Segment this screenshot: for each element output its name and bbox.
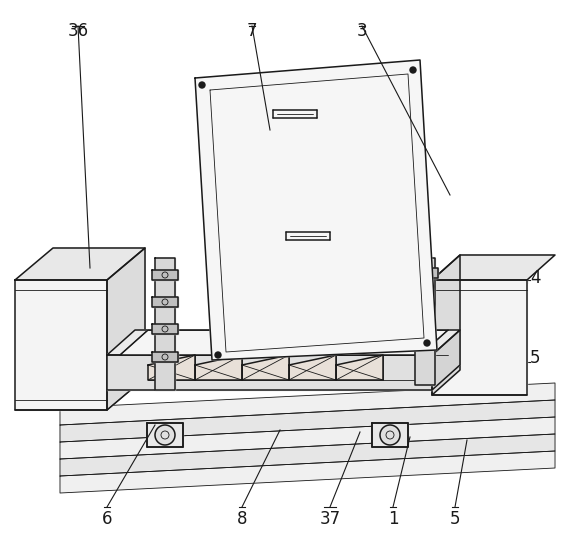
Text: 37: 37 xyxy=(319,510,340,528)
Polygon shape xyxy=(415,258,435,385)
Polygon shape xyxy=(120,330,448,355)
Polygon shape xyxy=(152,270,178,280)
Polygon shape xyxy=(147,423,183,447)
Circle shape xyxy=(155,425,175,445)
Text: 36: 36 xyxy=(67,22,88,40)
Polygon shape xyxy=(195,355,242,380)
Circle shape xyxy=(380,425,400,445)
Text: 1: 1 xyxy=(388,510,398,528)
Polygon shape xyxy=(152,352,178,362)
Polygon shape xyxy=(148,355,195,380)
Circle shape xyxy=(199,82,205,88)
Circle shape xyxy=(410,67,416,73)
Text: 3: 3 xyxy=(357,22,367,40)
Text: 8: 8 xyxy=(237,510,247,528)
Polygon shape xyxy=(155,258,175,390)
Polygon shape xyxy=(412,268,438,278)
Polygon shape xyxy=(152,324,178,334)
Text: 4: 4 xyxy=(530,269,540,287)
Polygon shape xyxy=(107,355,432,390)
Polygon shape xyxy=(107,248,145,410)
Polygon shape xyxy=(107,330,460,355)
Circle shape xyxy=(215,352,221,358)
Polygon shape xyxy=(60,451,555,493)
Text: 6: 6 xyxy=(102,510,112,528)
Polygon shape xyxy=(152,297,178,307)
Polygon shape xyxy=(289,355,336,380)
Polygon shape xyxy=(432,330,460,390)
Polygon shape xyxy=(60,400,555,442)
Polygon shape xyxy=(60,383,555,425)
Polygon shape xyxy=(15,280,107,410)
Text: 5: 5 xyxy=(530,349,540,367)
Polygon shape xyxy=(195,60,437,360)
Polygon shape xyxy=(336,355,383,380)
Polygon shape xyxy=(372,423,408,447)
Polygon shape xyxy=(432,280,527,395)
Polygon shape xyxy=(432,255,555,280)
Polygon shape xyxy=(432,255,460,395)
Polygon shape xyxy=(15,248,145,280)
Polygon shape xyxy=(60,417,555,459)
Polygon shape xyxy=(60,434,555,476)
Polygon shape xyxy=(242,355,289,380)
Circle shape xyxy=(424,340,430,346)
Text: 5: 5 xyxy=(450,510,460,528)
Text: 7: 7 xyxy=(247,22,257,40)
